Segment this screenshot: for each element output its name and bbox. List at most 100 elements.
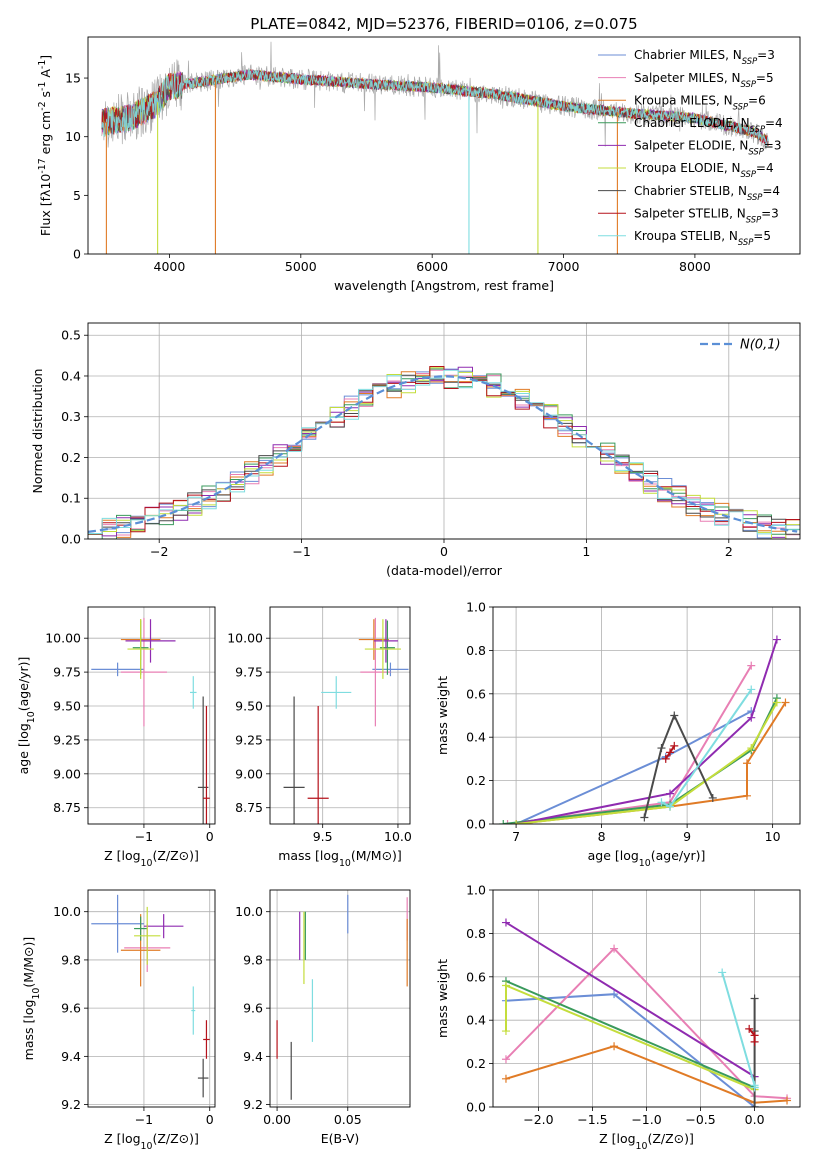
weight-vs-z-ytick-label: 1.0	[466, 883, 486, 898]
legend-label: Kroupa MILES, NSSP=6	[634, 93, 766, 111]
spectrum-legend: Chabrier MILES, NSSP=3 Salpeter MILES, NS…	[598, 48, 783, 247]
weight-vs-z-ytick-label: 0.2	[466, 1056, 486, 1071]
age-vs-z-xlabel: Z [log10(Z/Z⊙)]	[104, 848, 199, 869]
weight-vs-age-ytick-label: 0.2	[466, 773, 486, 788]
mass-vs-z-xtick-label: −1	[135, 1112, 153, 1127]
age-vs-mass-ytick-label: 9.50	[235, 699, 263, 714]
weight-marker	[610, 990, 619, 999]
weight-vs-age-frame	[492, 606, 801, 825]
mass-vs-z-xtick-label: 0	[206, 1112, 214, 1127]
spectrum-ytick-label: 5	[73, 188, 81, 203]
mass-vs-ebv-ytick-label: 9.6	[243, 1001, 263, 1016]
weight-marker	[610, 1042, 619, 1051]
age-vs-z-ytick-label: 9.00	[53, 766, 81, 781]
weight-marker	[666, 789, 675, 798]
weight-vs-age-ytick-label: 0.8	[466, 643, 486, 658]
mass-vs-ebv-ytick-label: 9.4	[243, 1049, 263, 1064]
weight-vs-age-xtick-label: 7	[512, 829, 520, 844]
weight-vs-z-xtick-label: −1.0	[631, 1112, 661, 1127]
normal-curve	[88, 375, 798, 533]
weight-vs-z-ytick-label: 0.0	[466, 1100, 486, 1115]
residuals-xlabel: (data-model)/error	[386, 563, 503, 578]
weight-marker	[512, 820, 521, 824]
spectrum-ytick-label: 0	[73, 247, 81, 262]
weight-marker	[666, 748, 675, 757]
weight-marker	[750, 1083, 759, 1092]
weight-line	[505, 993, 756, 1107]
weight-marker	[666, 802, 675, 811]
spectrum-xtick-label: 8000	[679, 259, 711, 274]
age-vs-z-ylabel: age [log10(age/yr)]	[16, 657, 37, 775]
residuals-xtick-label: 1	[582, 544, 590, 559]
weight-vs-age-ytick-label: 1.0	[466, 600, 486, 615]
weight-marker	[742, 791, 751, 800]
weight-marker	[772, 635, 781, 644]
age-vs-z-ytick-label: 8.75	[53, 800, 81, 815]
weight-marker	[499, 820, 508, 824]
spectrum-frame	[87, 36, 801, 255]
age-vs-mass-plot-area	[283, 617, 409, 824]
legend-label: Chabrier MILES, NSSP=3	[634, 48, 775, 66]
spectrum-ytick-label: 10	[65, 129, 81, 144]
residuals-xtick-label: 0	[440, 544, 448, 559]
weight-marker	[670, 711, 679, 720]
weight-vs-z-ylabel: mass weight	[435, 959, 450, 1038]
weight-marker	[501, 918, 510, 927]
weight-vs-age-plot-area	[499, 635, 790, 824]
age-vs-mass-ytick-label: 9.75	[235, 665, 263, 680]
mass-vs-ebv-frame	[269, 889, 411, 1108]
age-vs-z-plot-area	[91, 617, 210, 824]
age-vs-mass-ytick-label: 10.00	[227, 631, 263, 646]
residuals-xtick-label: −1	[292, 544, 310, 559]
mass-vs-z-ytick-label: 9.6	[61, 1001, 81, 1016]
weight-marker	[718, 968, 727, 977]
age-vs-z-ytick-label: 9.25	[53, 732, 81, 747]
weight-marker	[747, 685, 756, 694]
weight-marker	[783, 1096, 792, 1105]
weight-vs-z-ytick-label: 0.6	[466, 969, 486, 984]
weight-marker	[501, 1074, 510, 1083]
legend-label: Salpeter STELIB, NSSP=3	[634, 206, 779, 224]
weight-vs-age-ytick-label: 0.0	[466, 817, 486, 832]
weight-vs-age-xtick-label: 10	[765, 829, 781, 844]
weight-line	[643, 712, 714, 818]
weight-marker	[750, 1103, 759, 1107]
spectrum-xtick-label: 4000	[154, 259, 186, 274]
model-spectrum	[101, 69, 769, 147]
residuals-ylabel: Normed distribution	[30, 369, 45, 494]
mass-vs-z-frame	[87, 889, 216, 1108]
weight-marker	[657, 744, 666, 753]
weight-line	[505, 980, 755, 1089]
spectrum-axes: 4000 5000 6000 7000 8000 0 5 10 15 wavelength [An…	[37, 36, 801, 293]
age-vs-mass-xtick-label: 10.0	[384, 829, 412, 844]
residuals-plot-area	[88, 366, 800, 539]
age-vs-mass-ytick-label: 8.75	[235, 800, 263, 815]
weight-marker	[750, 994, 759, 1003]
legend-label: Kroupa ELODIE, NSSP=4	[634, 161, 774, 179]
mass-vs-z-xlabel: Z [log10(Z/Z⊙)]	[104, 1131, 199, 1152]
weight-marker	[610, 944, 619, 953]
weight-line	[505, 921, 756, 1078]
age-vs-z-ytick-label: 9.50	[53, 699, 81, 714]
weight-vs-age-ytick-label: 0.4	[466, 730, 486, 745]
mass-vs-ebv-xtick-label: 0.00	[263, 1112, 291, 1127]
residuals-ytick-label: 0.0	[61, 532, 81, 547]
weight-marker	[742, 759, 751, 768]
weight-vs-age-xlabel: age [log10(age/yr)]	[588, 848, 706, 869]
age-vs-mass-ytick-label: 9.00	[235, 766, 263, 781]
mass-vs-z-ytick-label: 9.4	[61, 1049, 81, 1064]
weight-marker	[747, 713, 756, 722]
age-vs-mass-frame	[269, 606, 411, 825]
mass-vs-ebv-ytick-label: 10.0	[235, 904, 263, 919]
spectrum-ytick-label: 15	[65, 71, 81, 86]
legend-label: Chabrier ELODIE, NSSP=4	[634, 116, 783, 134]
residuals-ytick-label: 0.2	[61, 450, 81, 465]
weight-marker	[708, 793, 717, 802]
legend-label: Salpeter ELODIE, NSSP=3	[634, 139, 782, 157]
mass-vs-ebv-xlabel: E(B-V)	[321, 1131, 360, 1146]
weight-marker	[747, 744, 756, 753]
mass-vs-ebv-ytick-label: 9.8	[243, 952, 263, 967]
age-vs-z-xtick-label: 0	[206, 829, 214, 844]
mass-vs-ebv-xtick-label: 0.05	[334, 1112, 362, 1127]
